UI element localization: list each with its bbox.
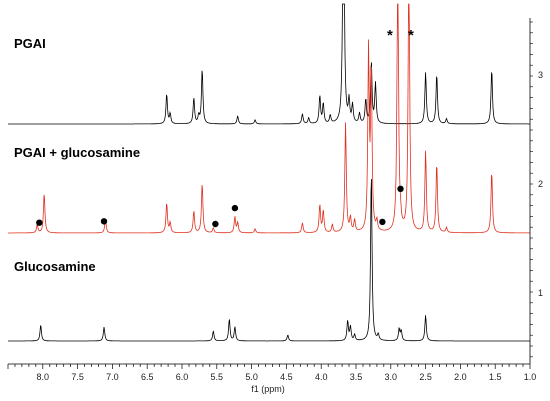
spectra-layer: [8, 3, 530, 342]
x-tick-label: 7.5: [71, 372, 84, 382]
x-tick-label: 8.0: [37, 372, 50, 382]
right-tick-label: 1: [538, 288, 543, 298]
x-tick-label: 3.5: [350, 372, 363, 382]
right-tick-label: 2: [538, 179, 543, 189]
markers-layer: [36, 185, 404, 228]
x-tick-label: 6.0: [176, 372, 189, 382]
x-tick-label: 3.0: [385, 372, 398, 382]
series-label-glucosamine: Glucosamine: [14, 259, 96, 274]
x-tick-label: 1.5: [489, 372, 502, 382]
x-axis-label: f1 (ppm): [251, 384, 285, 394]
x-tick-label: 2.0: [454, 372, 467, 382]
annotation-star-1: *: [387, 27, 393, 44]
x-tick-label: 6.5: [141, 372, 154, 382]
right-tick-label: 3: [538, 70, 543, 80]
x-tick-label: 2.5: [419, 372, 432, 382]
signal-marker-5: [379, 218, 386, 226]
x-tick-label: 5.0: [245, 372, 258, 382]
x-tick-label: 1.0: [524, 372, 537, 382]
series-label-pgai-glucosamine: PGAI + glucosamine: [14, 145, 140, 160]
spectrum-line-3: [8, 178, 530, 342]
right-axis: 1 2 3: [529, 18, 543, 364]
annotation-star-2: *: [408, 27, 414, 44]
signal-marker-3: [212, 220, 219, 228]
x-tick-label: 7.0: [106, 372, 119, 382]
x-tick-label: 4.0: [315, 372, 328, 382]
signal-marker-2: [100, 218, 108, 225]
spectrum-line-2: [8, 3, 530, 234]
x-tick-label: 5.5: [211, 372, 224, 382]
x-tick-label: 4.5: [280, 372, 293, 382]
spectrum-line-1: [8, 3, 530, 125]
x-axis: 8.0 7.5 7.0 6.5 6.0 5.5 5.0 4.5 4.0 3.5 3.0 2.5 2.0 1…: [7, 363, 537, 382]
signal-marker-1: [36, 219, 43, 226]
signal-marker-6: [397, 185, 404, 192]
series-label-pgai: PGAI: [14, 36, 46, 51]
signal-marker-4: [231, 204, 239, 212]
